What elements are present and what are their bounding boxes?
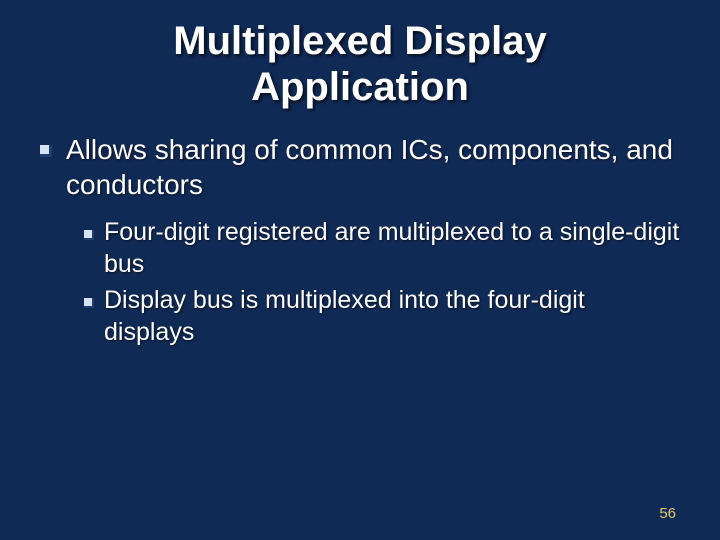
bullet-l2-text: Four-digit registered are multiplexed to… — [104, 216, 680, 280]
slide: Multiplexed Display Application Allows s… — [0, 0, 720, 540]
square-bullet-icon — [40, 143, 52, 163]
slide-title: Multiplexed Display Application — [40, 18, 680, 110]
bullet-l1-text: Allows sharing of common ICs, components… — [66, 132, 680, 202]
bullet-l2-text: Display bus is multiplexed into the four… — [104, 284, 680, 348]
bullet-level2-group: Four-digit registered are multiplexed to… — [40, 216, 680, 348]
page-number: 56 — [659, 505, 676, 522]
bullet-level2: Four-digit registered are multiplexed to… — [84, 216, 680, 280]
title-line-2: Application — [251, 65, 469, 109]
bullet-level2: Display bus is multiplexed into the four… — [84, 284, 680, 348]
square-bullet-icon — [84, 226, 94, 246]
title-line-1: Multiplexed Display — [173, 19, 546, 63]
bullet-level1: Allows sharing of common ICs, components… — [40, 132, 680, 202]
square-bullet-icon — [84, 294, 94, 314]
